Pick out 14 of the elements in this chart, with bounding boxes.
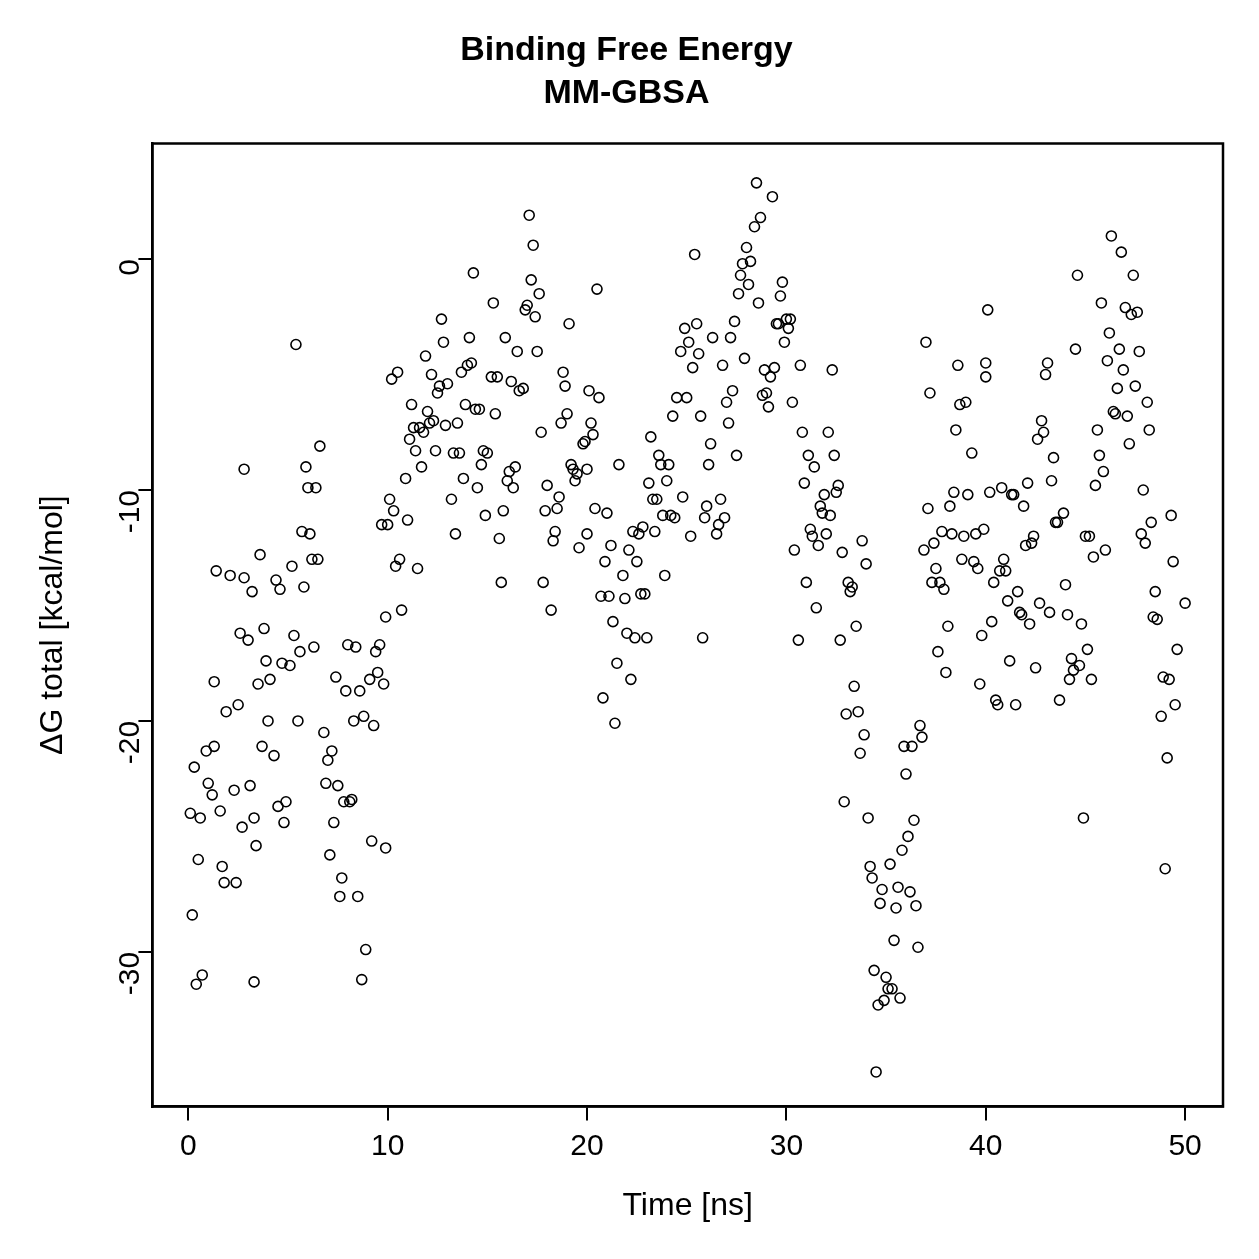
- x-tick-label: 40: [969, 1127, 1003, 1161]
- x-tick-label: 30: [769, 1127, 804, 1161]
- y-tick-label: -20: [111, 720, 145, 765]
- x-tick-label: 20: [570, 1127, 604, 1161]
- y-tick-label: 0: [111, 259, 145, 276]
- y-axis-title: ΔG total [kcal/mol]: [33, 495, 70, 755]
- x-tick-label: 10: [370, 1127, 405, 1161]
- x-tick-label: 50: [1168, 1127, 1202, 1161]
- y-tick-label: -30: [111, 951, 145, 996]
- chart-title: Binding Free Energy: [460, 28, 793, 67]
- chart-subtitle: MM-GBSA: [543, 71, 710, 110]
- x-tick-label: 0: [179, 1127, 197, 1161]
- x-axis-title: Time [ns]: [622, 1185, 753, 1222]
- y-tick-label: -10: [111, 490, 145, 534]
